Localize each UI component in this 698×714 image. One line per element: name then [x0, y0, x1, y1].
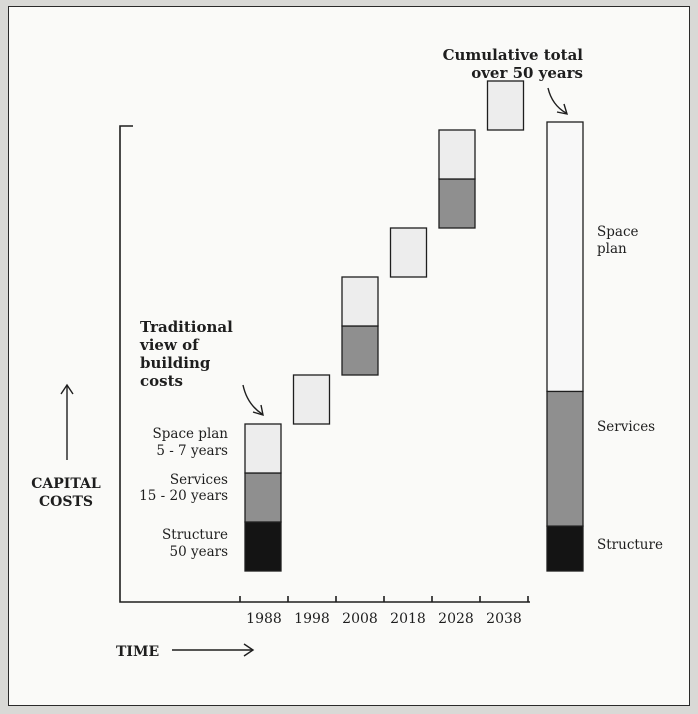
bar-services-2028 — [438, 178, 476, 229]
curved-arrow-icon — [547, 87, 567, 114]
cumulative-bar — [546, 121, 584, 572]
axes — [119, 125, 530, 603]
right-legend: Space plan Services Structure — [597, 224, 663, 553]
annotation-line: building — [140, 354, 211, 372]
legend-structure-years: 50 years — [169, 544, 228, 560]
x-axis-label: TIME — [116, 644, 159, 660]
legend-structure: Structure — [162, 527, 228, 543]
bar-space-plan-2028 — [438, 129, 476, 180]
y-axis-label-line: CAPITAL — [31, 476, 101, 492]
x-tick-label: 2018 — [390, 611, 426, 627]
left-legend: Space plan 5 - 7 years Services 15 - 20 … — [139, 426, 228, 560]
traditional-view-annotation: Traditional view of building costs — [139, 318, 233, 390]
cumulative-structure — [546, 525, 584, 572]
bar-space-plan-1988 — [244, 423, 282, 474]
legend-right-plan: plan — [597, 241, 627, 257]
annotation-line: view of — [139, 336, 200, 354]
bar-services-2008 — [341, 325, 379, 376]
annotation-line: over 50 years — [471, 64, 583, 82]
arrow-head — [556, 103, 569, 115]
cumulative-space-plan — [546, 121, 584, 393]
legend-right-services: Services — [597, 419, 655, 435]
y-axis — [119, 125, 530, 603]
bar-services-1988 — [244, 472, 282, 523]
x-tick-label: 1998 — [294, 611, 330, 627]
y-axis-label: CAPITAL COSTS — [31, 476, 101, 510]
bar-space-plan-2038 — [486, 80, 525, 131]
bar-space-plan-2018 — [389, 227, 428, 278]
x-tick-labels: 1988 1998 2008 2018 2028 2038 — [246, 611, 522, 627]
annotation-line: Traditional — [140, 318, 233, 336]
y-axis-label-line: COSTS — [39, 494, 93, 510]
legend-right-space: Space — [597, 224, 639, 240]
bars — [244, 80, 525, 572]
x-tick-label: 1988 — [246, 611, 282, 627]
annotation-line: Cumulative total — [443, 46, 584, 64]
x-tick-label: 2028 — [438, 611, 474, 627]
legend-space-plan: Space plan — [153, 426, 229, 442]
legend-services: Services — [170, 472, 228, 488]
cumulative-annotation: Cumulative total over 50 years — [443, 46, 584, 82]
time-arrow-icon — [172, 643, 255, 657]
annotation-line: costs — [140, 372, 183, 390]
x-tick-label: 2038 — [486, 611, 522, 627]
bar-space-plan-2008 — [341, 276, 379, 327]
capital-arrow-icon — [60, 383, 74, 460]
bar-structure-1988 — [244, 521, 282, 572]
curved-arrow-icon — [242, 384, 263, 415]
cumulative-services — [546, 390, 584, 527]
legend-services-years: 15 - 20 years — [139, 488, 228, 504]
legend-right-structure: Structure — [597, 537, 663, 553]
bar-space-plan-1998 — [292, 374, 331, 425]
arrow-head — [252, 404, 264, 417]
legend-space-plan-years: 5 - 7 years — [156, 443, 228, 459]
x-tick-label: 2008 — [342, 611, 378, 627]
